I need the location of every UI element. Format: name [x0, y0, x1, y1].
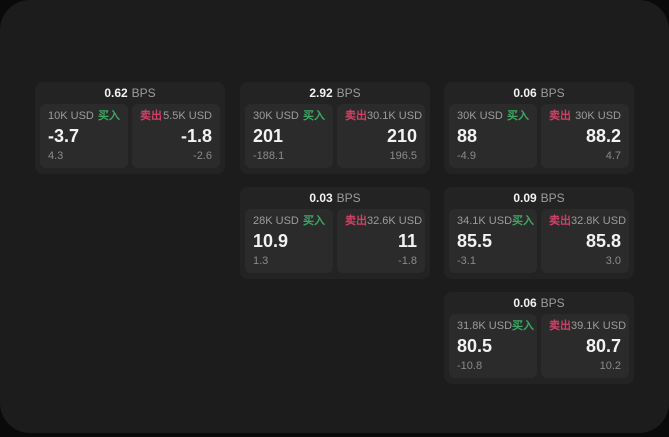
bps-value: 0.06: [513, 86, 537, 100]
bps-value: 0.62: [104, 86, 128, 100]
card-header: 2.92 BPS: [240, 82, 430, 104]
bps-unit-label: BPS: [336, 86, 361, 100]
buy-tag: 买入: [303, 110, 325, 122]
sell-delta: -1.8: [398, 255, 417, 267]
buy-panel[interactable]: 31.8K USD 买入 80.5 -10.8: [449, 314, 537, 378]
sell-delta: 196.5: [389, 150, 417, 162]
card-header: 0.62 BPS: [35, 82, 225, 104]
quote-card-5: 0.06 BPS 31.8K USD 买入 80.5 -10.8 卖出 39.1…: [444, 292, 634, 384]
bps-value: 0.06: [513, 296, 537, 310]
sell-tag: 卖出: [549, 215, 571, 227]
buy-amount: 31.8K USD: [457, 320, 513, 332]
buy-price: -3.7: [48, 126, 80, 146]
buy-panel[interactable]: 30K USD 买入 201 -188.1: [245, 104, 333, 168]
buy-panel[interactable]: 34.1K USD 买入 85.5 -3.1: [449, 209, 537, 273]
buy-delta: -10.8: [457, 360, 483, 372]
sell-amount: 5.5K USD: [163, 110, 212, 122]
sell-price: -1.8: [180, 126, 212, 146]
buy-tag: 买入: [512, 215, 535, 227]
quote-card-2: 0.06 BPS 30K USD 买入 88 -4.9 卖出 30K USD 8…: [444, 82, 634, 174]
sell-delta: 4.7: [605, 150, 621, 162]
sell-panel[interactable]: 卖出 32.8K USD 85.8 3.0: [541, 209, 629, 273]
sell-amount: 39.1K USD: [571, 320, 627, 332]
bps-unit-label: BPS: [131, 86, 156, 100]
bps-value: 0.09: [513, 191, 537, 205]
sell-price: 85.8: [585, 231, 621, 251]
sell-tag: 卖出: [140, 110, 162, 122]
buy-panel[interactable]: 28K USD 买入 10.9 1.3: [245, 209, 333, 273]
buy-delta: 1.3: [253, 255, 269, 267]
buy-tag: 买入: [98, 110, 120, 122]
buy-delta: -3.1: [457, 255, 476, 267]
sell-tag: 卖出: [345, 110, 367, 122]
card-header: 0.06 BPS: [444, 292, 634, 314]
buy-amount: 28K USD: [253, 215, 299, 227]
quote-card-4: 0.09 BPS 34.1K USD 买入 85.5 -3.1 卖出 32.8K…: [444, 187, 634, 279]
buy-panel[interactable]: 10K USD 买入 -3.7 4.3: [40, 104, 128, 168]
buy-amount: 34.1K USD: [457, 215, 513, 227]
card-header: 0.06 BPS: [444, 82, 634, 104]
buy-amount: 30K USD: [457, 110, 503, 122]
sell-price: 11: [397, 231, 417, 251]
buy-tag: 买入: [303, 215, 325, 227]
sell-panel[interactable]: 卖出 32.6K USD 11 -1.8: [337, 209, 425, 273]
bps-unit-label: BPS: [336, 191, 361, 205]
sell-price: 80.7: [585, 336, 621, 356]
buy-price: 88: [457, 126, 478, 146]
sell-delta: 10.2: [599, 360, 621, 372]
card-header: 0.03 BPS: [240, 187, 430, 209]
sell-delta: 3.0: [605, 255, 621, 267]
bps-unit-label: BPS: [540, 191, 565, 205]
sell-tag: 卖出: [549, 320, 571, 332]
card-header: 0.09 BPS: [444, 187, 634, 209]
buy-delta: 4.3: [48, 150, 64, 162]
bps-value: 0.03: [309, 191, 333, 205]
buy-amount: 30K USD: [253, 110, 299, 122]
buy-panel[interactable]: 30K USD 买入 88 -4.9: [449, 104, 537, 168]
sell-panel[interactable]: 卖出 30K USD 88.2 4.7: [541, 104, 629, 168]
buy-amount: 10K USD: [48, 110, 94, 122]
buy-delta: -4.9: [457, 150, 476, 162]
sell-price: 88.2: [585, 126, 621, 146]
sell-delta: -2.6: [193, 150, 212, 162]
bps-unit-label: BPS: [540, 296, 565, 310]
quote-card-0: 0.62 BPS 10K USD 买入 -3.7 4.3 卖出 5.5K USD…: [35, 82, 225, 174]
buy-price: 80.5: [457, 336, 493, 356]
quote-card-1: 2.92 BPS 30K USD 买入 201 -188.1 卖出 30.1K …: [240, 82, 430, 174]
quote-card-3: 0.03 BPS 28K USD 买入 10.9 1.3 卖出 32.6K US…: [240, 187, 430, 279]
sell-panel[interactable]: 卖出 30.1K USD 210 196.5: [337, 104, 425, 168]
sell-amount: 32.8K USD: [571, 215, 627, 227]
bps-unit-label: BPS: [540, 86, 565, 100]
sell-panel[interactable]: 卖出 5.5K USD -1.8 -2.6: [132, 104, 220, 168]
sell-amount: 30K USD: [575, 110, 621, 122]
buy-price: 85.5: [457, 231, 493, 251]
sell-tag: 卖出: [345, 215, 367, 227]
sell-price: 210: [386, 126, 417, 146]
buy-price: 10.9: [253, 231, 289, 251]
buy-price: 201: [253, 126, 284, 146]
bps-value: 2.92: [309, 86, 333, 100]
sell-panel[interactable]: 卖出 39.1K USD 80.7 10.2: [541, 314, 629, 378]
sell-amount: 32.6K USD: [367, 215, 423, 227]
buy-tag: 买入: [512, 320, 535, 332]
buy-delta: -188.1: [253, 150, 285, 162]
sell-amount: 30.1K USD: [367, 110, 423, 122]
buy-tag: 买入: [507, 110, 529, 122]
sell-tag: 卖出: [549, 110, 571, 122]
